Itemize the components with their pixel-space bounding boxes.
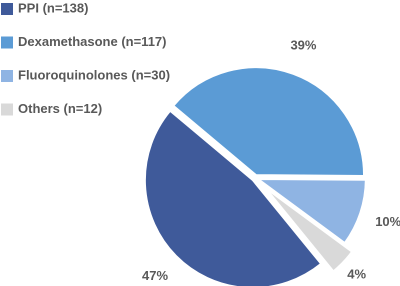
data-label: 4% — [347, 266, 366, 281]
pie-slice — [171, 66, 366, 177]
legend-label: Others (n=12) — [18, 101, 102, 116]
pie-slice — [143, 109, 323, 286]
legend-swatch — [1, 36, 13, 49]
legend-swatch — [1, 3, 13, 15]
pie-slice — [254, 177, 367, 245]
data-label: 10% — [375, 214, 400, 229]
data-label: 39% — [290, 38, 316, 53]
legend-swatch — [1, 103, 13, 116]
legend-label: Dexamethasone (n=117) — [18, 34, 166, 49]
pie-slice — [264, 186, 354, 273]
legend-label: Fluoroquinolones (n=30) — [18, 67, 170, 82]
legend-label: PPI (n=138) — [18, 0, 88, 15]
data-label: 47% — [142, 268, 168, 283]
legend-swatch — [1, 70, 13, 82]
